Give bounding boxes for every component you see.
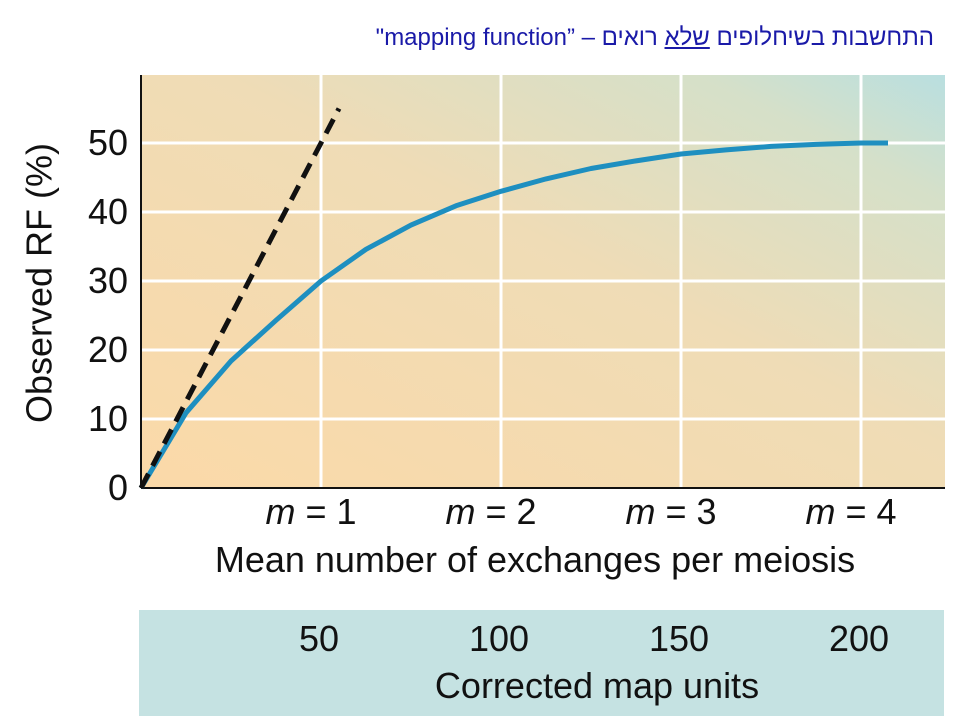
secondary-tick-labels: 50 100 150 200 bbox=[299, 618, 889, 659]
x-tick-label: m = 4 bbox=[805, 491, 896, 532]
secondary-axis-title: Corrected map units bbox=[435, 665, 759, 706]
title-part2: רואים – bbox=[581, 24, 658, 51]
secondary-tick-label: 100 bbox=[469, 618, 529, 659]
title-quoted: ”mapping function" bbox=[375, 24, 575, 51]
x-tick-labels: m = 1 m = 2 m = 3 m = 4 bbox=[265, 491, 896, 532]
y-tick-labels: 0 10 20 30 40 50 bbox=[88, 122, 128, 508]
title-part1: התחשבות בשיחלופים bbox=[716, 24, 934, 51]
series-layer bbox=[138, 107, 888, 490]
y-tick-label: 30 bbox=[88, 260, 128, 301]
series-line-dashed bbox=[138, 107, 342, 490]
secondary-tick-label: 50 bbox=[299, 618, 339, 659]
slide-title: התחשבות בשיחלופים שלא רואים – ”mapping f… bbox=[0, 24, 934, 52]
secondary-tick-label: 200 bbox=[829, 618, 889, 659]
x-tick-label: m = 1 bbox=[265, 491, 356, 532]
title-underlined: שלא bbox=[664, 24, 710, 51]
x-tick-label: m = 3 bbox=[625, 491, 716, 532]
x-axis-title: Mean number of exchanges per meiosis bbox=[215, 539, 855, 580]
y-axis-title: Observed RF (%) bbox=[19, 143, 60, 423]
y-tick-label: 10 bbox=[88, 398, 128, 439]
secondary-tick-label: 150 bbox=[649, 618, 709, 659]
y-tick-label: 0 bbox=[108, 467, 128, 508]
y-tick-label: 20 bbox=[88, 329, 128, 370]
y-tick-label: 50 bbox=[88, 122, 128, 163]
grid bbox=[141, 75, 945, 488]
x-tick-label: m = 2 bbox=[445, 491, 536, 532]
y-tick-label: 40 bbox=[88, 191, 128, 232]
secondary-axis-panel bbox=[139, 610, 944, 716]
series-line-curve bbox=[138, 140, 888, 490]
